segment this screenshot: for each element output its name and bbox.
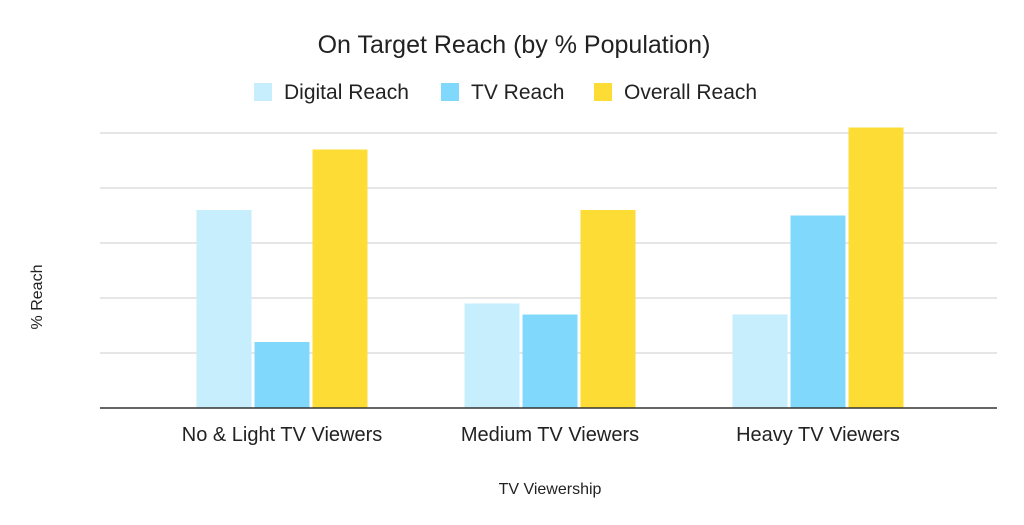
legend-swatch-tv-reach [441,83,459,101]
bar-digital-reach-2 [464,303,520,408]
x-axis-title: TV Viewership [499,481,602,498]
legend-label-digital-reach: Digital Reach [284,81,409,104]
legend: Digital Reach TV Reach Overall Reach [254,81,757,104]
legend-swatch-digital-reach [254,83,272,101]
x-tick-label: Heavy TV Viewers [736,424,900,446]
bar-tv-reach-3 [790,215,846,408]
y-axis-title: % Reach [29,265,46,330]
legend-label-overall-reach: Overall Reach [624,81,757,104]
bar-digital-reach-3 [732,314,788,408]
bar-overall-reach-1 [312,149,368,408]
bars [196,127,904,408]
x-tick-label: No & Light TV Viewers [182,424,382,446]
chart-title: On Target Reach (by % Population) [318,31,711,59]
bar-digital-reach-1 [196,210,252,408]
legend-label-tv-reach: TV Reach [471,81,564,104]
bar-overall-reach-2 [580,210,636,408]
bar-tv-reach-2 [522,314,578,408]
x-tick-labels: No & Light TV Viewers Medium TV Viewers He… [182,424,900,446]
x-tick-label: Medium TV Viewers [461,424,639,446]
bar-tv-reach-1 [254,342,310,408]
legend-swatch-overall-reach [594,83,612,101]
bar-overall-reach-3 [848,127,904,408]
